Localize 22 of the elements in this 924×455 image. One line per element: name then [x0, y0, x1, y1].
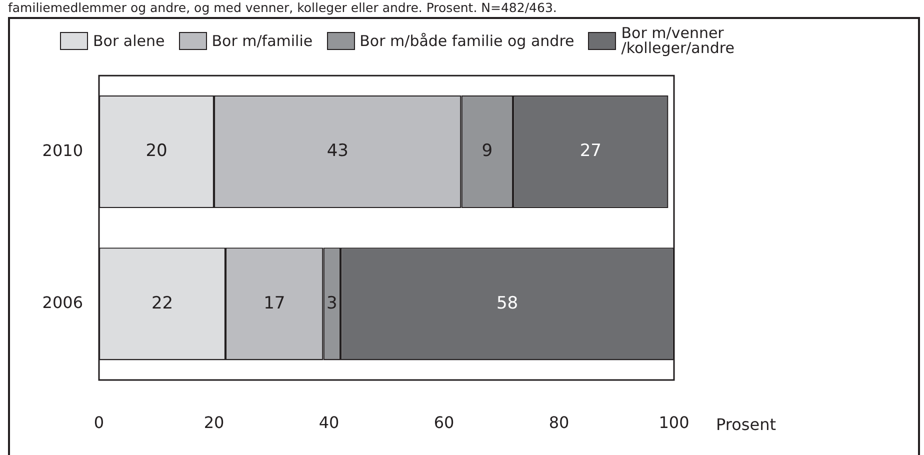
x-tick-label: 20 — [204, 412, 224, 432]
x-tick-label: 60 — [434, 412, 454, 432]
x-tick-label: 100 — [658, 412, 690, 432]
y-tick-label: 2006 — [42, 293, 83, 312]
data-label: 9 — [482, 141, 493, 162]
y-tick-label: 2010 — [42, 140, 83, 160]
legend-label: Bor m/både familie og andre — [360, 32, 574, 50]
legend-label: Bor alene — [93, 32, 165, 50]
data-label: 27 — [580, 141, 602, 162]
data-label: 58 — [496, 293, 518, 314]
data-label: 3 — [326, 293, 338, 314]
x-tick-label: 80 — [548, 412, 570, 432]
legend-label: Bor m/familie — [212, 32, 313, 50]
chart-title: familiemedlemmer og andre, og med venner, kolleger eller andre. Prosent. N=482/463. — [8, 0, 557, 15]
x-tick-label: 40 — [318, 412, 340, 432]
text: Bor m/venner /kolleger/andre — [621, 24, 736, 57]
x-tick-label: 0 — [94, 412, 104, 432]
data-label: 20 — [146, 141, 168, 162]
data-label: 43 — [326, 141, 348, 162]
x-axis-title: Prosent — [716, 415, 776, 434]
data-label: 22 — [151, 293, 174, 314]
data-label: 17 — [264, 293, 286, 314]
